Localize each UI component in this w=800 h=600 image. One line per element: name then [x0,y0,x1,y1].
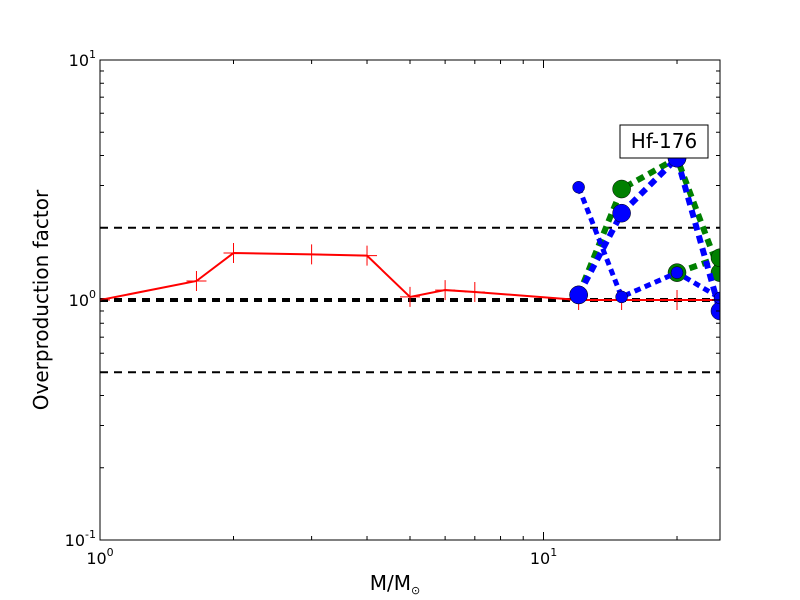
x-tick-label-1: 101 [530,546,557,568]
annotation-frame [619,124,709,159]
series-0-point-3 [301,244,322,265]
axis-ticks [99,59,720,541]
x-axis-title-text: M/M [370,571,411,595]
series-4-point-0 [572,180,585,194]
y-axis-title: Overproduction factor [29,189,53,410]
annotation-label: Hf-176 [631,129,697,153]
series-3-line [575,152,720,312]
y-tick-label-1: 100 [69,288,96,310]
series-3-point-3 [710,301,720,321]
series-0-point-4 [357,245,378,266]
annotation-box: Hf-176 [619,124,709,159]
series-4-point-3 [713,291,720,305]
series-0-point-7 [464,281,485,302]
series-2-point-1 [710,248,720,267]
series-3-point-0 [569,285,588,305]
x-tick-label-0: 100 [86,546,113,568]
series-4 [572,180,720,305]
y-tick-label-0: 10-1 [65,528,96,550]
series-3-point-1 [612,203,631,223]
series-4-point-2 [670,266,684,279]
x-axis-title-subscript: ⊙ [411,584,420,597]
series-0-point-2 [223,242,244,263]
x-axis-title: M/M⊙ [370,571,420,597]
series-0-point-5 [400,286,420,307]
series-0-point-1 [186,270,207,291]
y-tick-label-2: 101 [69,48,96,70]
series-4-line [576,186,720,301]
series-4-point-1 [615,290,628,304]
series-1-point-1 [612,179,631,199]
series-0-point-10 [667,290,688,310]
series-0-point-6 [435,280,456,301]
